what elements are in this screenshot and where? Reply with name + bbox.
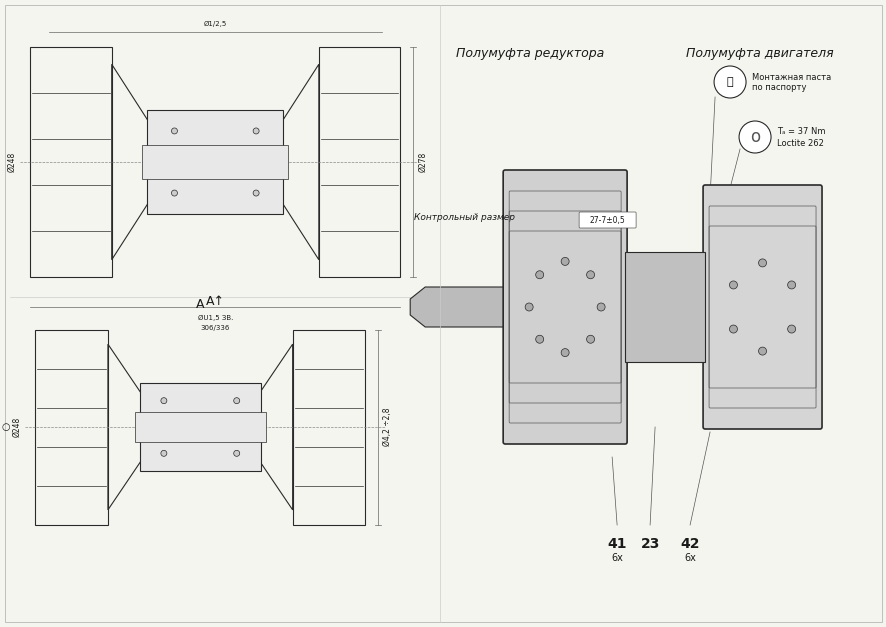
Text: Tₐ = 37 Nm: Tₐ = 37 Nm xyxy=(776,127,825,137)
Text: Ø248: Ø248 xyxy=(8,152,17,172)
Circle shape xyxy=(160,450,167,456)
Circle shape xyxy=(525,303,532,311)
Circle shape xyxy=(253,159,259,165)
Text: 41: 41 xyxy=(607,537,626,551)
Text: Ø1/2,5: Ø1/2,5 xyxy=(204,21,227,27)
Circle shape xyxy=(253,190,259,196)
Circle shape xyxy=(738,121,770,153)
FancyBboxPatch shape xyxy=(502,170,626,444)
Circle shape xyxy=(713,66,745,98)
Text: ο: ο xyxy=(750,128,759,146)
Text: 27-7±0,5: 27-7±0,5 xyxy=(588,216,625,224)
Text: ØU1,5 ЗВ.: ØU1,5 ЗВ. xyxy=(198,315,233,321)
Bar xyxy=(292,330,365,525)
Text: по паспорту: по паспорту xyxy=(751,83,805,93)
Bar xyxy=(142,145,288,179)
Text: Loctite 262: Loctite 262 xyxy=(776,139,823,147)
Circle shape xyxy=(160,424,167,430)
Circle shape xyxy=(561,258,569,265)
Circle shape xyxy=(728,281,736,289)
Text: 23: 23 xyxy=(640,537,659,551)
FancyBboxPatch shape xyxy=(579,212,635,228)
Polygon shape xyxy=(409,287,505,327)
Circle shape xyxy=(758,259,766,267)
Circle shape xyxy=(171,128,177,134)
Text: 306/336: 306/336 xyxy=(200,325,229,331)
Text: 🔧: 🔧 xyxy=(726,77,733,87)
Bar xyxy=(35,330,108,525)
Text: ○: ○ xyxy=(1,422,10,432)
Ellipse shape xyxy=(555,265,614,349)
FancyBboxPatch shape xyxy=(703,185,821,429)
Circle shape xyxy=(561,349,569,357)
Text: 6x: 6x xyxy=(610,553,622,563)
Text: Контрольный размер: Контрольный размер xyxy=(414,213,515,221)
Text: Полумуфта двигателя: Полумуфта двигателя xyxy=(686,47,833,60)
Ellipse shape xyxy=(555,258,614,356)
Circle shape xyxy=(586,271,594,279)
Circle shape xyxy=(787,281,795,289)
Bar xyxy=(318,47,400,277)
Circle shape xyxy=(535,335,543,343)
Circle shape xyxy=(253,128,259,134)
Circle shape xyxy=(171,159,177,165)
Circle shape xyxy=(787,325,795,333)
Circle shape xyxy=(233,424,239,430)
Circle shape xyxy=(728,325,736,333)
Circle shape xyxy=(233,450,239,456)
Bar xyxy=(135,413,266,441)
Text: A: A xyxy=(196,298,205,312)
Text: A↑: A↑ xyxy=(206,295,224,308)
Text: Ø248: Ø248 xyxy=(13,417,22,437)
Text: 42: 42 xyxy=(680,537,699,551)
Text: 6x: 6x xyxy=(683,553,696,563)
Circle shape xyxy=(586,335,594,343)
Circle shape xyxy=(160,398,167,404)
Bar xyxy=(147,110,283,214)
Text: Монтажная паста: Монтажная паста xyxy=(751,73,830,82)
Text: Ø278: Ø278 xyxy=(417,152,427,172)
Ellipse shape xyxy=(555,272,614,342)
Bar xyxy=(625,252,704,362)
Circle shape xyxy=(758,347,766,355)
Text: Ø4,2 ÷2,8: Ø4,2 ÷2,8 xyxy=(383,408,392,446)
Circle shape xyxy=(535,271,543,279)
Bar xyxy=(30,47,112,277)
Circle shape xyxy=(596,303,604,311)
Circle shape xyxy=(233,398,239,404)
Text: Полумуфта редуктора: Полумуфта редуктора xyxy=(455,47,603,60)
Bar xyxy=(139,383,260,471)
Circle shape xyxy=(171,190,177,196)
